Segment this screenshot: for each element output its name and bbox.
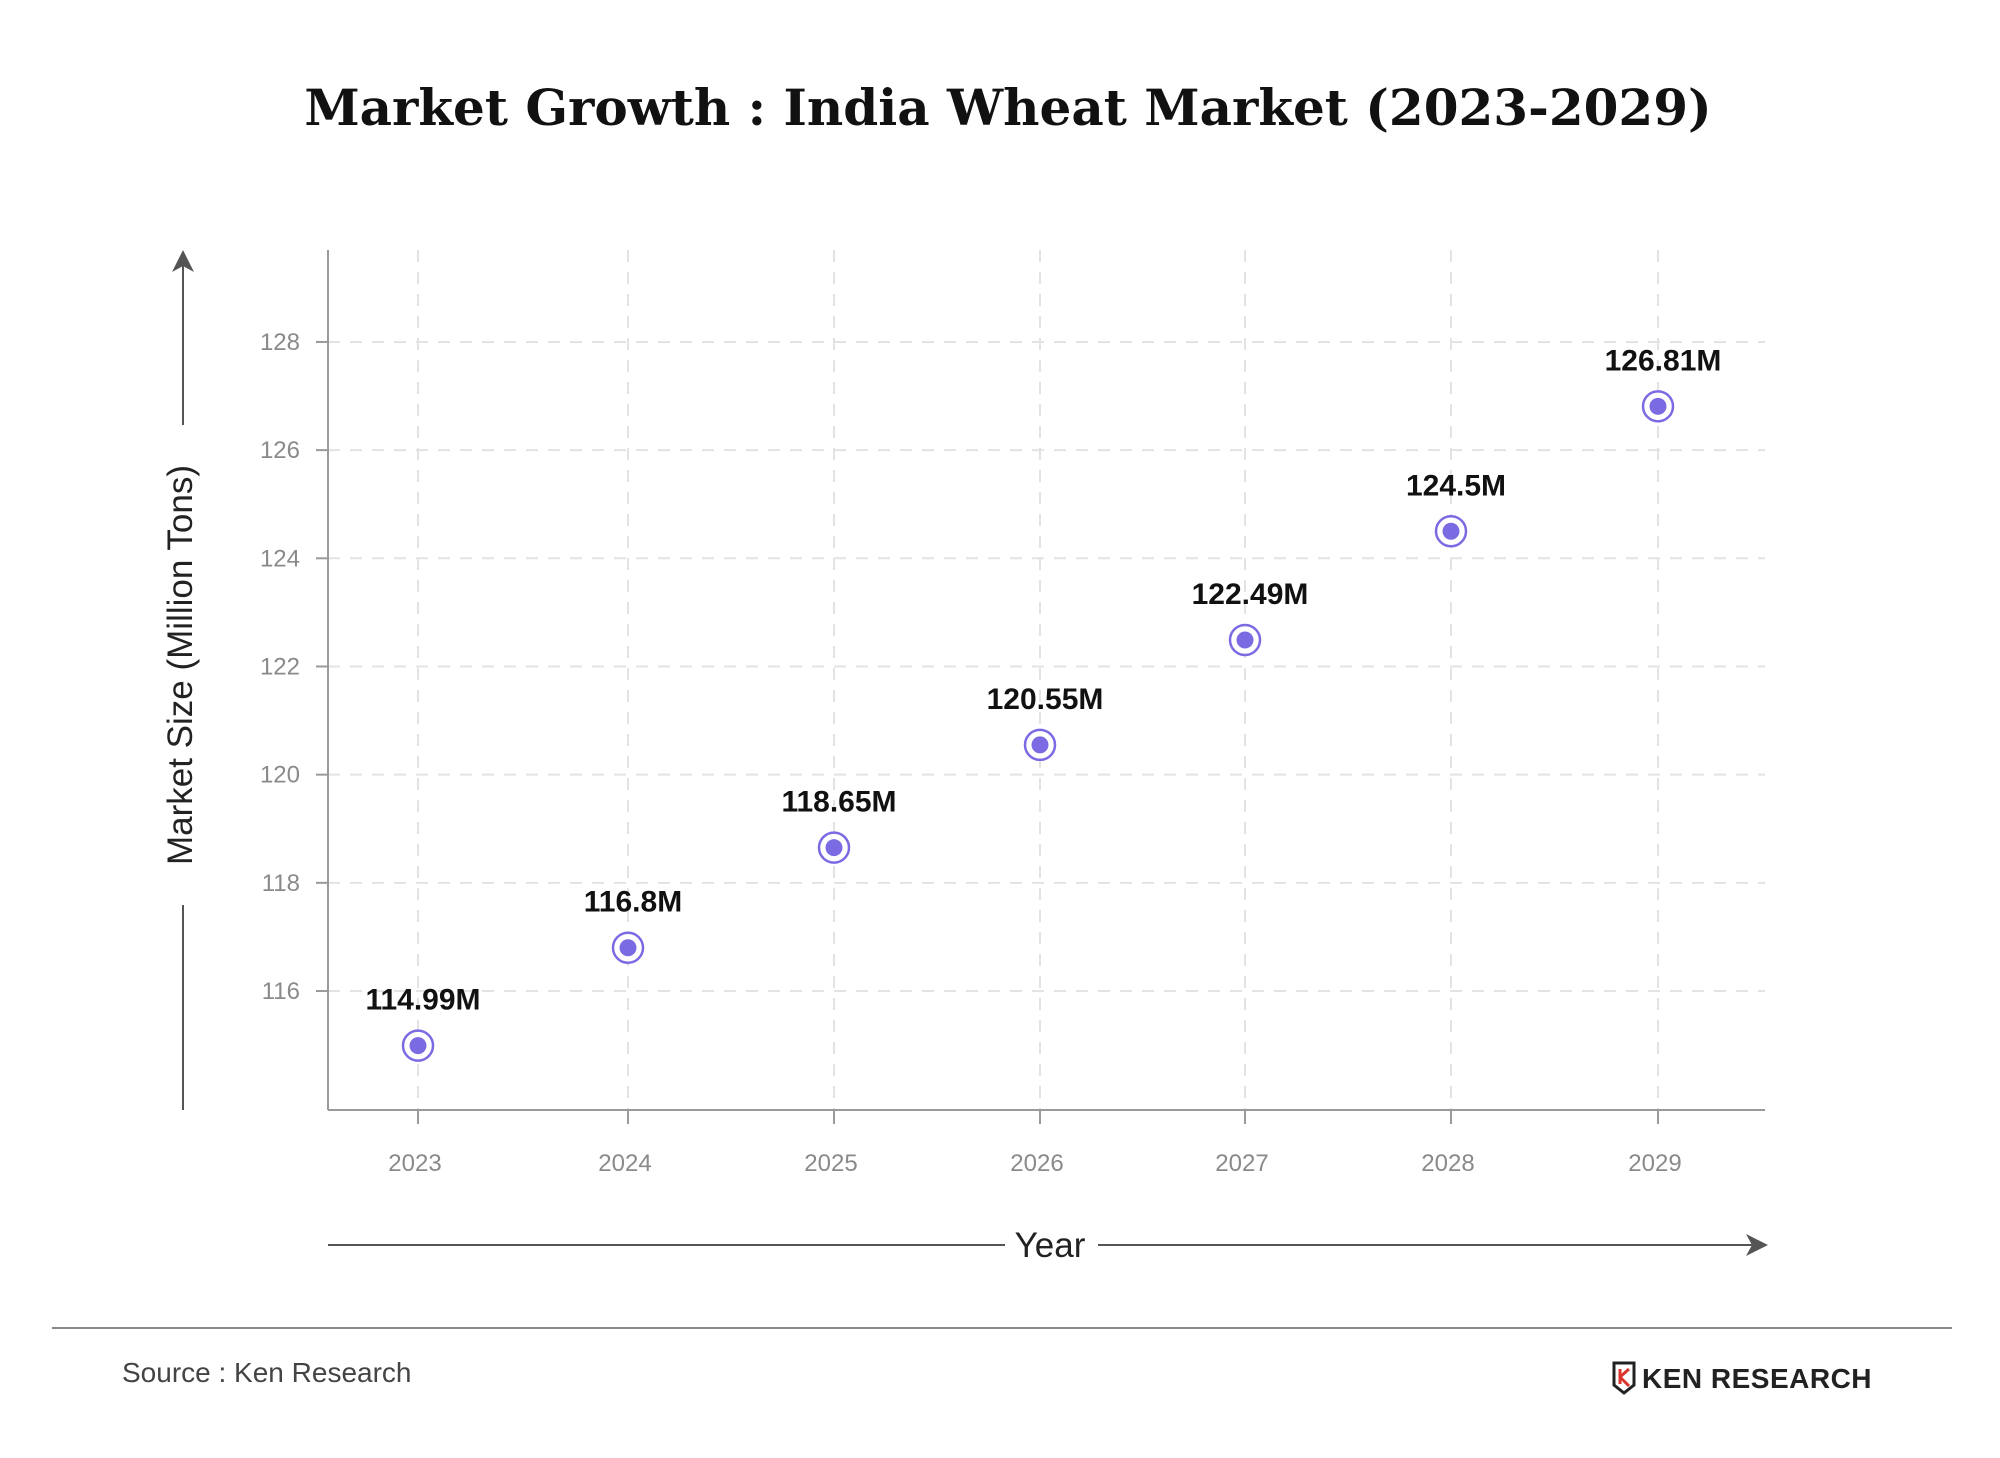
chart-title: Market Growth : India Wheat Market (2023… (304, 78, 1711, 137)
y-tick-label: 116 (262, 978, 300, 1005)
data-label: 122.49M (1192, 578, 1309, 611)
data-point (1228, 623, 1262, 657)
data-point (401, 1029, 435, 1062)
y-tick-label: 126 (260, 437, 300, 464)
data-label: 116.8M (584, 886, 682, 919)
y-arrow-head-icon (172, 250, 194, 272)
y-tick-label: 120 (260, 762, 300, 789)
data-label: 114.99M (365, 984, 480, 1017)
x-tick-label: 2027 (1215, 1150, 1268, 1177)
x-tick-label: 2026 (1010, 1150, 1063, 1177)
data-label: 120.55M (987, 683, 1104, 716)
axes (316, 250, 1765, 1124)
x-axis-label: Year (1015, 1226, 1086, 1265)
data-label: 118.65M (781, 786, 896, 819)
brand-name: KEN RESEARCH (1642, 1363, 1872, 1394)
data-label: 124.5M (1406, 469, 1506, 502)
data-point (611, 931, 645, 964)
y-axis-label: Market Size (Million Tons) (161, 465, 200, 865)
y-tick-label: 118 (262, 870, 300, 897)
x-axis-arrow (328, 1234, 1768, 1256)
data-labels: 114.99M 116.8M 118.65M 120.55M 122.49M 124.5M… (365, 344, 1721, 1016)
data-point (1023, 728, 1057, 762)
y-tick-label: 124 (260, 545, 300, 572)
x-tick-label: 2029 (1628, 1150, 1681, 1177)
data-points (401, 390, 1675, 1062)
x-tick-label: 2025 (804, 1150, 857, 1177)
y-tick-label: 122 (260, 653, 300, 680)
y-tick-labels: 116 118 120 122 124 126 128 (260, 329, 300, 1005)
source-text: Source : Ken Research (122, 1357, 412, 1388)
x-tick-label: 2028 (1421, 1150, 1474, 1177)
y-tick-label: 128 (260, 329, 300, 356)
data-point (817, 831, 851, 864)
y-axis-arrow (172, 250, 194, 1110)
grid (328, 250, 1765, 1110)
data-point (1434, 515, 1468, 548)
x-tick-labels: 2023 2024 2025 2026 2027 2028 2029 (388, 1150, 1681, 1177)
data-point (1641, 390, 1675, 423)
x-arrow-head-icon (1746, 1234, 1768, 1256)
x-tick-label: 2024 (598, 1150, 651, 1177)
x-tick-label: 2023 (388, 1150, 441, 1177)
data-label: 126.81M (1605, 344, 1722, 377)
ken-research-logo-icon (1612, 1361, 1636, 1395)
